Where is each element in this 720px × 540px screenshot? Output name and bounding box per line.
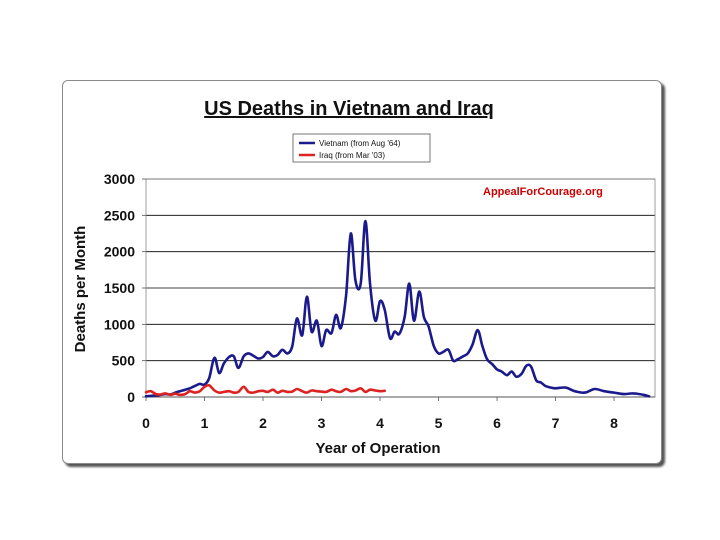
source-label: AppealForCourage.org — [483, 186, 603, 198]
chart-card: US Deaths in Vietnam and Iraq Vietnam (f… — [62, 80, 662, 464]
y-axis-title: Deaths per Month — [72, 226, 89, 353]
x-tick-label: 3 — [318, 415, 326, 431]
legend: Vietnam (from Aug '64) Iraq (from Mar '0… — [292, 133, 431, 163]
x-tick-label: 8 — [610, 415, 618, 431]
y-tick-label: 3000 — [104, 171, 135, 187]
x-tick-label: 4 — [376, 415, 384, 431]
legend-box — [292, 133, 431, 163]
y-tick-label: 1000 — [104, 316, 135, 332]
series-line-vietnam — [144, 219, 651, 398]
chart-svg: US Deaths in Vietnam and Iraq Vietnam (f… — [72, 98, 656, 457]
legend-label-vietnam: Vietnam (from Aug '64) — [319, 139, 401, 148]
x-tick-label: 0 — [142, 415, 150, 431]
x-tick-label: 7 — [552, 415, 560, 431]
y-tick-label: 500 — [112, 353, 136, 369]
y-tick-label: 1500 — [104, 280, 135, 296]
x-tick-label: 2 — [259, 415, 267, 431]
series-line-iraq — [144, 383, 386, 397]
series-layer — [144, 219, 651, 398]
legend-label-iraq: Iraq (from Mar '03) — [319, 151, 385, 160]
x-tick-label: 1 — [201, 415, 209, 431]
x-tick-label: 5 — [435, 415, 443, 431]
chart-title: US Deaths in Vietnam and Iraq — [204, 98, 494, 120]
y-tick-label: 2500 — [104, 207, 135, 223]
y-tick-label: 0 — [127, 389, 135, 405]
y-tick-label: 2000 — [104, 244, 135, 260]
axis-layer: 3000 2500 2000 1500 1000 500 00 1 2 3 4 5 6 7 8 — [104, 171, 656, 431]
x-axis-title: Year of Operation — [315, 440, 440, 457]
x-tick-label: 6 — [493, 415, 501, 431]
